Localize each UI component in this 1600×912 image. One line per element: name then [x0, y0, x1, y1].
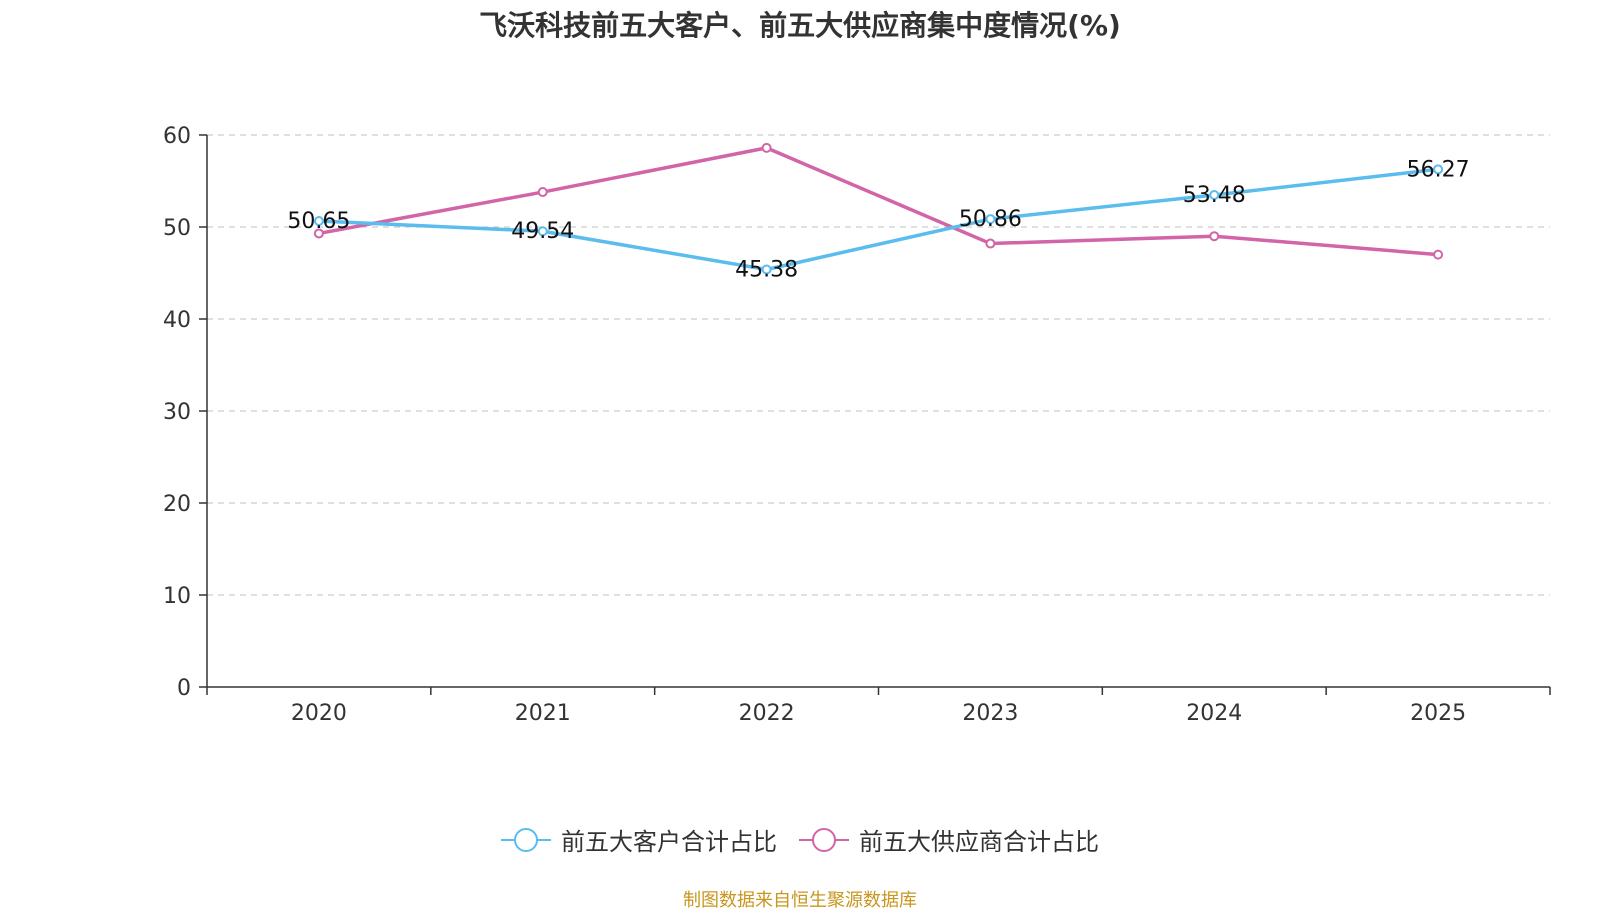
data-point-customer-2024[interactable]	[1209, 189, 1220, 200]
data-label-customer-2020: 50.65	[287, 209, 350, 234]
data-point-customer-2023[interactable]	[985, 214, 996, 225]
legend-item-customer[interactable]: 前五大客户合计占比	[501, 822, 777, 857]
y-tick-label-10: 10	[163, 584, 191, 609]
data-label-customer-2025: 56.27	[1407, 157, 1470, 182]
legend-customer-label: 前五大客户合计占比	[561, 828, 777, 856]
data-point-supplier-2024[interactable]	[1209, 231, 1220, 242]
chart-title: 飞沃科技前五大客户、前五大供应商集中度情况(%)	[479, 9, 1121, 42]
legend-supplier-marker-icon	[799, 827, 849, 852]
y-tick-label-60: 60	[163, 124, 191, 149]
y-tick-label-40: 40	[163, 308, 191, 333]
data-label-customer-2022: 45.38	[735, 258, 798, 283]
series-line-supplier[interactable]	[318, 146, 1439, 257]
x-tick-label-2021: 2021	[515, 701, 571, 726]
data-point-customer-2021[interactable]	[537, 226, 548, 237]
data-source-note: 制图数据来自恒生聚源数据库	[683, 890, 917, 911]
data-label-customer-2023: 50.86	[959, 207, 1022, 232]
legend-supplier-label: 前五大供应商合计占比	[859, 828, 1099, 856]
data-point-customer-2020[interactable]	[313, 216, 324, 227]
x-tick-label-2023: 2023	[962, 701, 1018, 726]
data-point-supplier-2020[interactable]	[313, 228, 324, 239]
series-line-customer[interactable]	[318, 167, 1439, 272]
data-point-supplier-2025[interactable]	[1433, 249, 1444, 260]
data-point-customer-2025[interactable]	[1433, 164, 1444, 175]
y-tick-label-0: 0	[177, 676, 191, 701]
chart-legend: 前五大客户合计占比 前五大供应商合计占比	[0, 822, 1600, 857]
y-tick-label-30: 30	[163, 400, 191, 425]
x-tick-label-2025: 2025	[1410, 701, 1466, 726]
data-point-supplier-2022[interactable]	[761, 142, 772, 153]
data-point-supplier-2023[interactable]	[985, 238, 996, 249]
legend-item-supplier[interactable]: 前五大供应商合计占比	[799, 822, 1099, 857]
data-label-customer-2021: 49.54	[511, 219, 574, 244]
data-point-supplier-2021[interactable]	[537, 187, 548, 198]
x-tick-label-2024: 2024	[1186, 701, 1242, 726]
x-tick-label-2020: 2020	[291, 701, 347, 726]
x-tick-label-2022: 2022	[739, 701, 795, 726]
data-point-customer-2022[interactable]	[761, 264, 772, 275]
y-tick-label-20: 20	[163, 492, 191, 517]
legend-customer-marker-icon	[501, 827, 551, 852]
data-label-customer-2024: 53.48	[1183, 183, 1246, 208]
y-tick-label-50: 50	[163, 216, 191, 241]
